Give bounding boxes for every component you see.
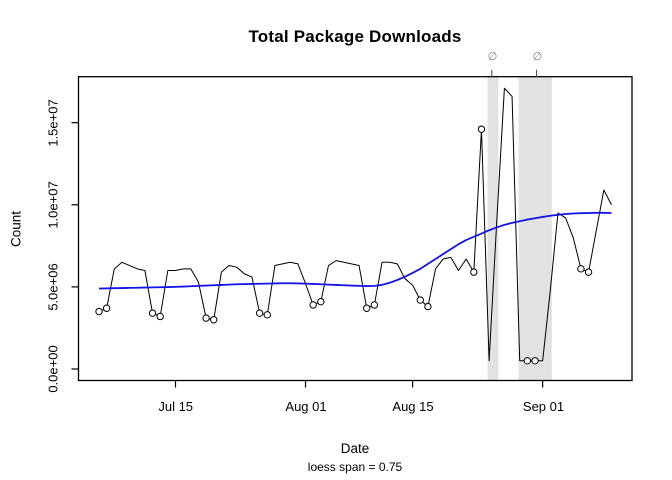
data-point-marker [95, 307, 103, 316]
empty-set-icon: ∅ [487, 51, 498, 63]
plot-border [77, 76, 633, 382]
data-point-marker [102, 304, 111, 312]
y-tick-label-2: 1.0e+07 [45, 181, 61, 229]
data-point-marker [577, 265, 585, 273]
x-tick-label-2: Aug 15 [392, 399, 434, 414]
chart-title: Total Package Downloads [248, 27, 462, 46]
data-point-marker [148, 309, 157, 317]
data-point-marker [531, 357, 539, 365]
data-point-marker [156, 312, 164, 321]
x-tick-label-0: Jul 15 [158, 399, 194, 414]
x-axis-title: Date [340, 441, 370, 456]
data-point-marker [309, 301, 317, 309]
data-point-marker [317, 297, 325, 306]
data-point-marker [523, 357, 532, 365]
y-tick-label-0: 0.0e+00 [45, 345, 61, 393]
data-point-marker [210, 316, 218, 324]
data-point-marker [202, 314, 210, 322]
loess-span-subtitle: loess span = 0.75 [307, 460, 403, 474]
data-point-marker [416, 296, 424, 304]
loess-line [98, 211, 612, 290]
data-point-marker [363, 304, 371, 312]
x-tick-label-1: Aug 01 [285, 399, 327, 414]
data-point-marker [370, 301, 379, 309]
data-point-marker [470, 268, 478, 276]
data-point-marker [263, 311, 271, 319]
empty-set-icon: ∅ [532, 51, 543, 63]
y-tick-label-3: 1.5e+07 [45, 99, 61, 147]
y-axis-title: Count [8, 210, 24, 248]
data-point-marker [255, 309, 264, 317]
missing-data-band [518, 76, 552, 381]
data-point-marker [424, 302, 432, 311]
y-tick-label-1: 5.0e+06 [45, 263, 61, 311]
data-point-marker [477, 125, 486, 133]
x-tick-label-3: Sep 01 [522, 399, 565, 414]
data-point-marker [584, 268, 593, 276]
